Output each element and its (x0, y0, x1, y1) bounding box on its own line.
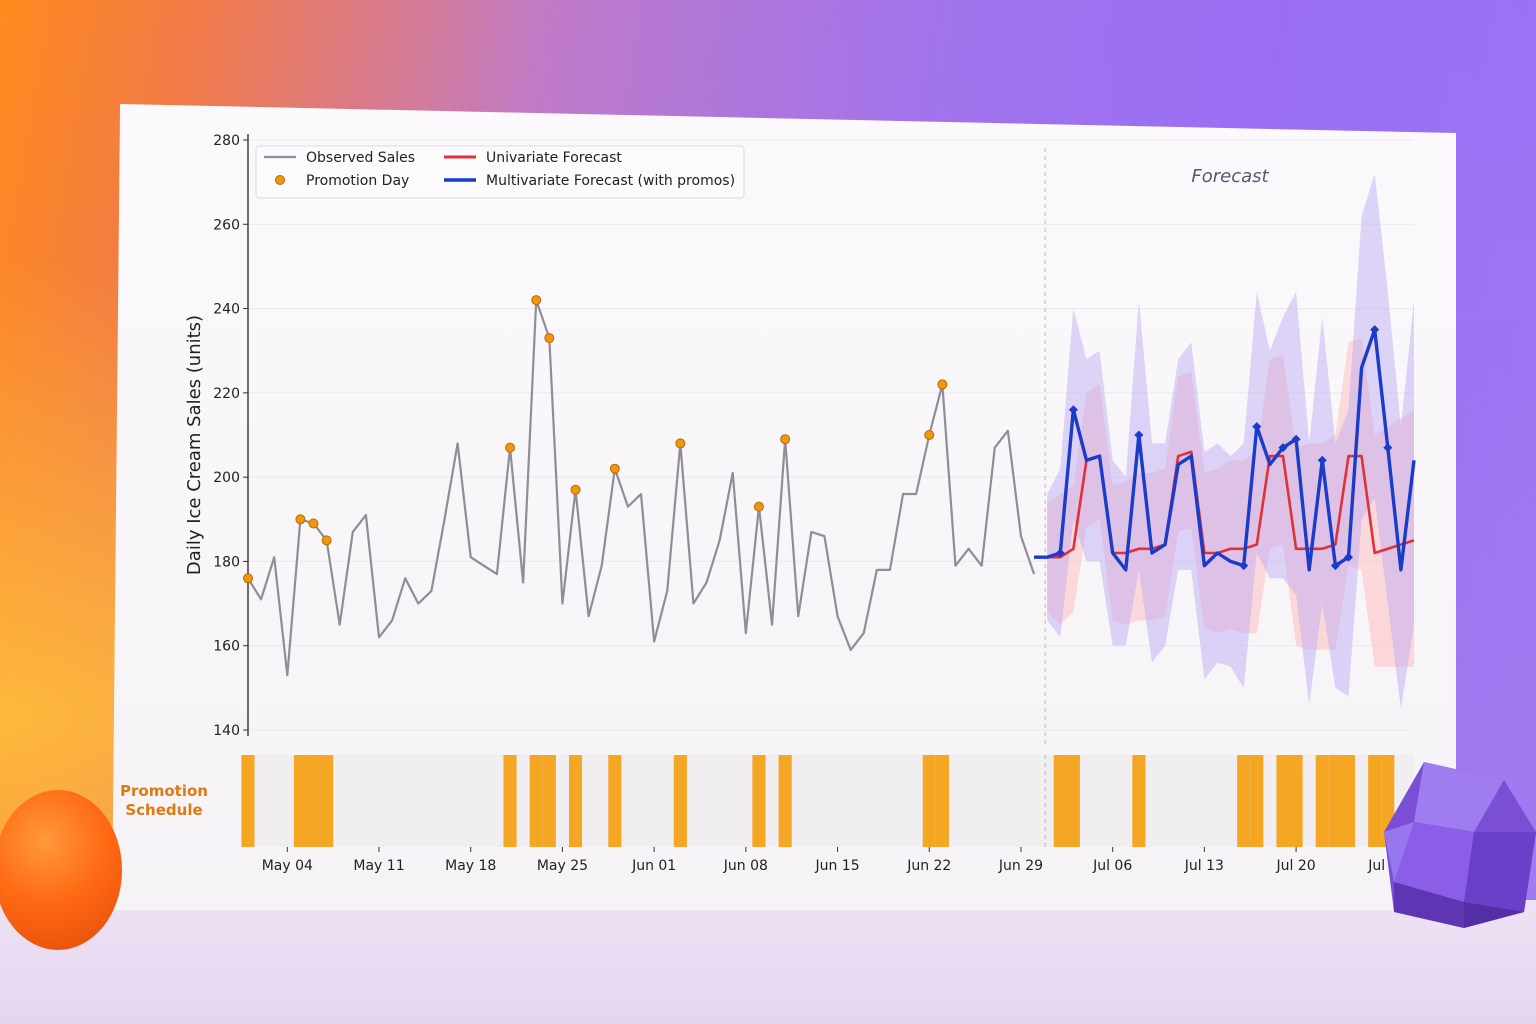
chart-axes (243, 134, 1389, 852)
promotion-day-marker (753, 501, 764, 512)
legend-box (255, 145, 745, 199)
multivariate-promo-marker (1370, 325, 1380, 335)
y-axis-label: Daily Ice Cream Sales (units) (184, 315, 205, 575)
multivariate-promo-marker (1278, 443, 1288, 453)
x-tick-label: Jun 01 (631, 858, 676, 874)
promotion-day-marker (505, 442, 516, 453)
promotion-day-marker (924, 430, 935, 440)
purple-gem-decoration (1384, 762, 1536, 928)
legend-label: Univariate Forecast (486, 150, 622, 166)
multivariate-promo-marker (1134, 430, 1144, 440)
x-tick-label: May 25 (537, 858, 588, 874)
multivariate-promo-marker (1068, 405, 1078, 415)
y-tick-label: 260 (213, 217, 240, 233)
promotion-day-marker (321, 535, 332, 546)
promotion-bar (1237, 755, 1251, 847)
promotion-bar (752, 755, 766, 847)
multivariate-promo-marker (1055, 548, 1065, 558)
promotion-bar (320, 755, 334, 847)
promotion-day-marker (675, 438, 686, 449)
multivariate-promo-marker (1330, 561, 1340, 571)
x-tick-label: Jul 13 (1184, 858, 1224, 874)
promotion-bar (1341, 755, 1356, 847)
x-tick-label: Jun 29 (998, 858, 1043, 874)
multivariate-promo-marker (1252, 422, 1262, 432)
y-tick-label: 180 (213, 554, 240, 570)
promotion-schedule-label: Promotion Schedule (120, 782, 208, 819)
promotion-bar (568, 755, 583, 847)
promotion-day-marker (780, 434, 791, 445)
legend-swatch (275, 175, 285, 185)
x-tick-label: Jun 15 (814, 858, 859, 874)
y-tick-label: 280 (213, 133, 240, 149)
promotion-bar (935, 755, 949, 847)
legend-label: Observed Sales (306, 150, 415, 166)
promotion-bar (1289, 755, 1303, 847)
promotion-day-marker (295, 514, 306, 525)
multivariate-promo-marker (1383, 443, 1393, 453)
promotion-schedule (241, 755, 1414, 847)
chart-board: 140 160 180 200 220 240 260 280 Daily Ice Cream … (112, 104, 1456, 910)
multivariate-forecast-line (1034, 327, 1416, 572)
x-tick-label: Jun 22 (906, 858, 951, 874)
x-tick-label: Jul 20 (1276, 858, 1316, 874)
observed-sales-line (247, 299, 1036, 677)
promotion-day-marker (243, 573, 253, 584)
confidence-bands (1047, 173, 1414, 709)
multivariate-confidence-band (1047, 173, 1414, 709)
promotion-bar (673, 755, 687, 847)
promotion-bar (241, 755, 255, 847)
promotion-strip-background (248, 755, 1414, 847)
legend: Observed Sales Promotion Day Univariate Fo… (255, 145, 745, 199)
x-tick-label: May 11 (353, 858, 404, 874)
promotion-bar (1276, 755, 1290, 847)
x-tick-label: May 18 (445, 858, 496, 874)
multivariate-promo-marker (1239, 561, 1249, 571)
legend-label: Multivariate Forecast (with promos) (486, 173, 735, 189)
promotion-day-marker (308, 518, 319, 529)
promotion-day-marker (609, 463, 620, 474)
legend-label: Promotion Day (306, 173, 409, 189)
promotion-bar (1132, 755, 1146, 847)
forecast-chart: 140 160 180 200 220 240 260 280 Daily Ice Cream … (120, 133, 1416, 874)
x-tick-label: Jul 06 (1092, 858, 1132, 874)
promotion-bar (1315, 755, 1329, 847)
multivariate-promo-marker (1291, 434, 1301, 444)
series-markers (243, 295, 1393, 584)
promotion-bar (922, 755, 936, 847)
series-lines (247, 299, 1416, 677)
promotion-day-marker (937, 379, 948, 390)
grid-lines (248, 139, 1414, 731)
promotion-bar (529, 755, 543, 847)
y-tick-label: 220 (213, 386, 240, 402)
forecast-annotation: Forecast (1191, 166, 1269, 187)
promotion-bar (1053, 755, 1067, 847)
x-tick-label: Jun 08 (723, 858, 768, 874)
y-tick-label: 200 (213, 470, 240, 486)
promotion-bar (1328, 755, 1342, 847)
promotion-day-marker (544, 333, 555, 344)
promotion-day-marker (531, 295, 542, 306)
promotion-bar (503, 755, 517, 847)
x-tick-label: May 04 (262, 858, 313, 874)
promotion-bar (1368, 755, 1382, 847)
promotion-bar (293, 755, 307, 847)
promotion-bar (542, 755, 556, 847)
promotion-bar (1250, 755, 1264, 847)
multivariate-promo-marker (1343, 552, 1353, 562)
promotion-bar (778, 755, 792, 847)
multivariate-promo-marker (1317, 455, 1327, 465)
y-tick-label: 240 (213, 302, 240, 318)
orange-ball-decoration (0, 790, 122, 950)
y-tick-label: 140 (213, 723, 240, 739)
promotion-bar (1066, 755, 1080, 847)
table-surface (0, 900, 1536, 1024)
y-tick-label: 160 (213, 639, 240, 655)
univariate-confidence-band (1047, 338, 1414, 667)
promotion-bar (306, 755, 321, 847)
promotion-day-marker (570, 484, 581, 495)
promotion-bar (608, 755, 622, 847)
